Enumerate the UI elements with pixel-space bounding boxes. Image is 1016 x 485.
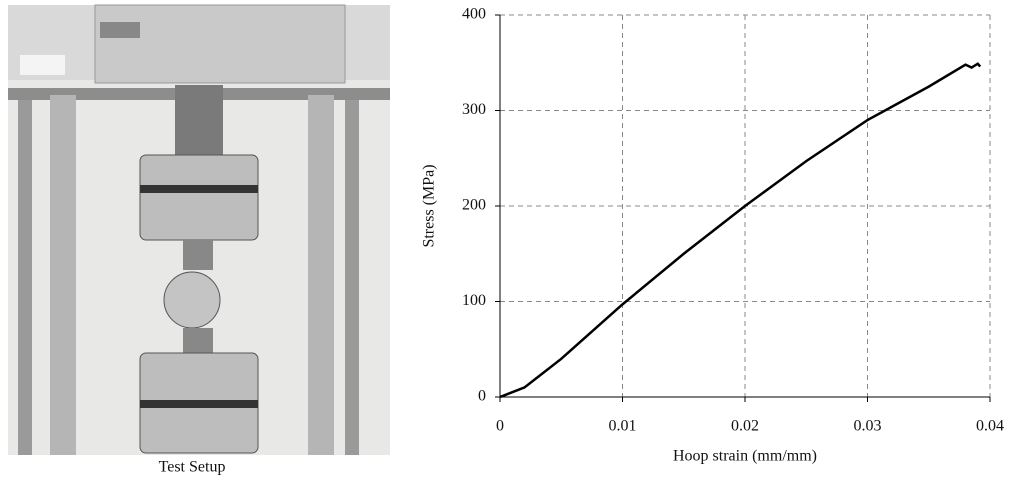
y-tick-label: 100: [462, 292, 486, 309]
y-tick-label: 0: [478, 388, 486, 405]
data-line: [499, 62, 982, 399]
x-tick-label: 0.04: [976, 418, 1004, 435]
y-axis-title: Stress (MPa): [421, 164, 438, 247]
x-tick-label: 0.01: [609, 418, 637, 435]
y-tick-label: 300: [462, 101, 486, 118]
x-axis-title: Hoop strain (mm/mm): [673, 448, 817, 465]
x-tick-label: 0: [496, 418, 504, 435]
test-setup-photo: Test Setup: [8, 4, 390, 476]
chart: 0 100 200 300 400 0 0.01 0.02 0.03 0.04 Hoop strai…: [421, 6, 1004, 465]
y-tick-label: 200: [462, 197, 486, 214]
y-tick-label: 400: [462, 6, 486, 23]
x-tick-label: 0.03: [854, 418, 882, 435]
x-tick-label: 0.02: [731, 418, 759, 435]
photo-caption: Test Setup: [159, 459, 226, 476]
